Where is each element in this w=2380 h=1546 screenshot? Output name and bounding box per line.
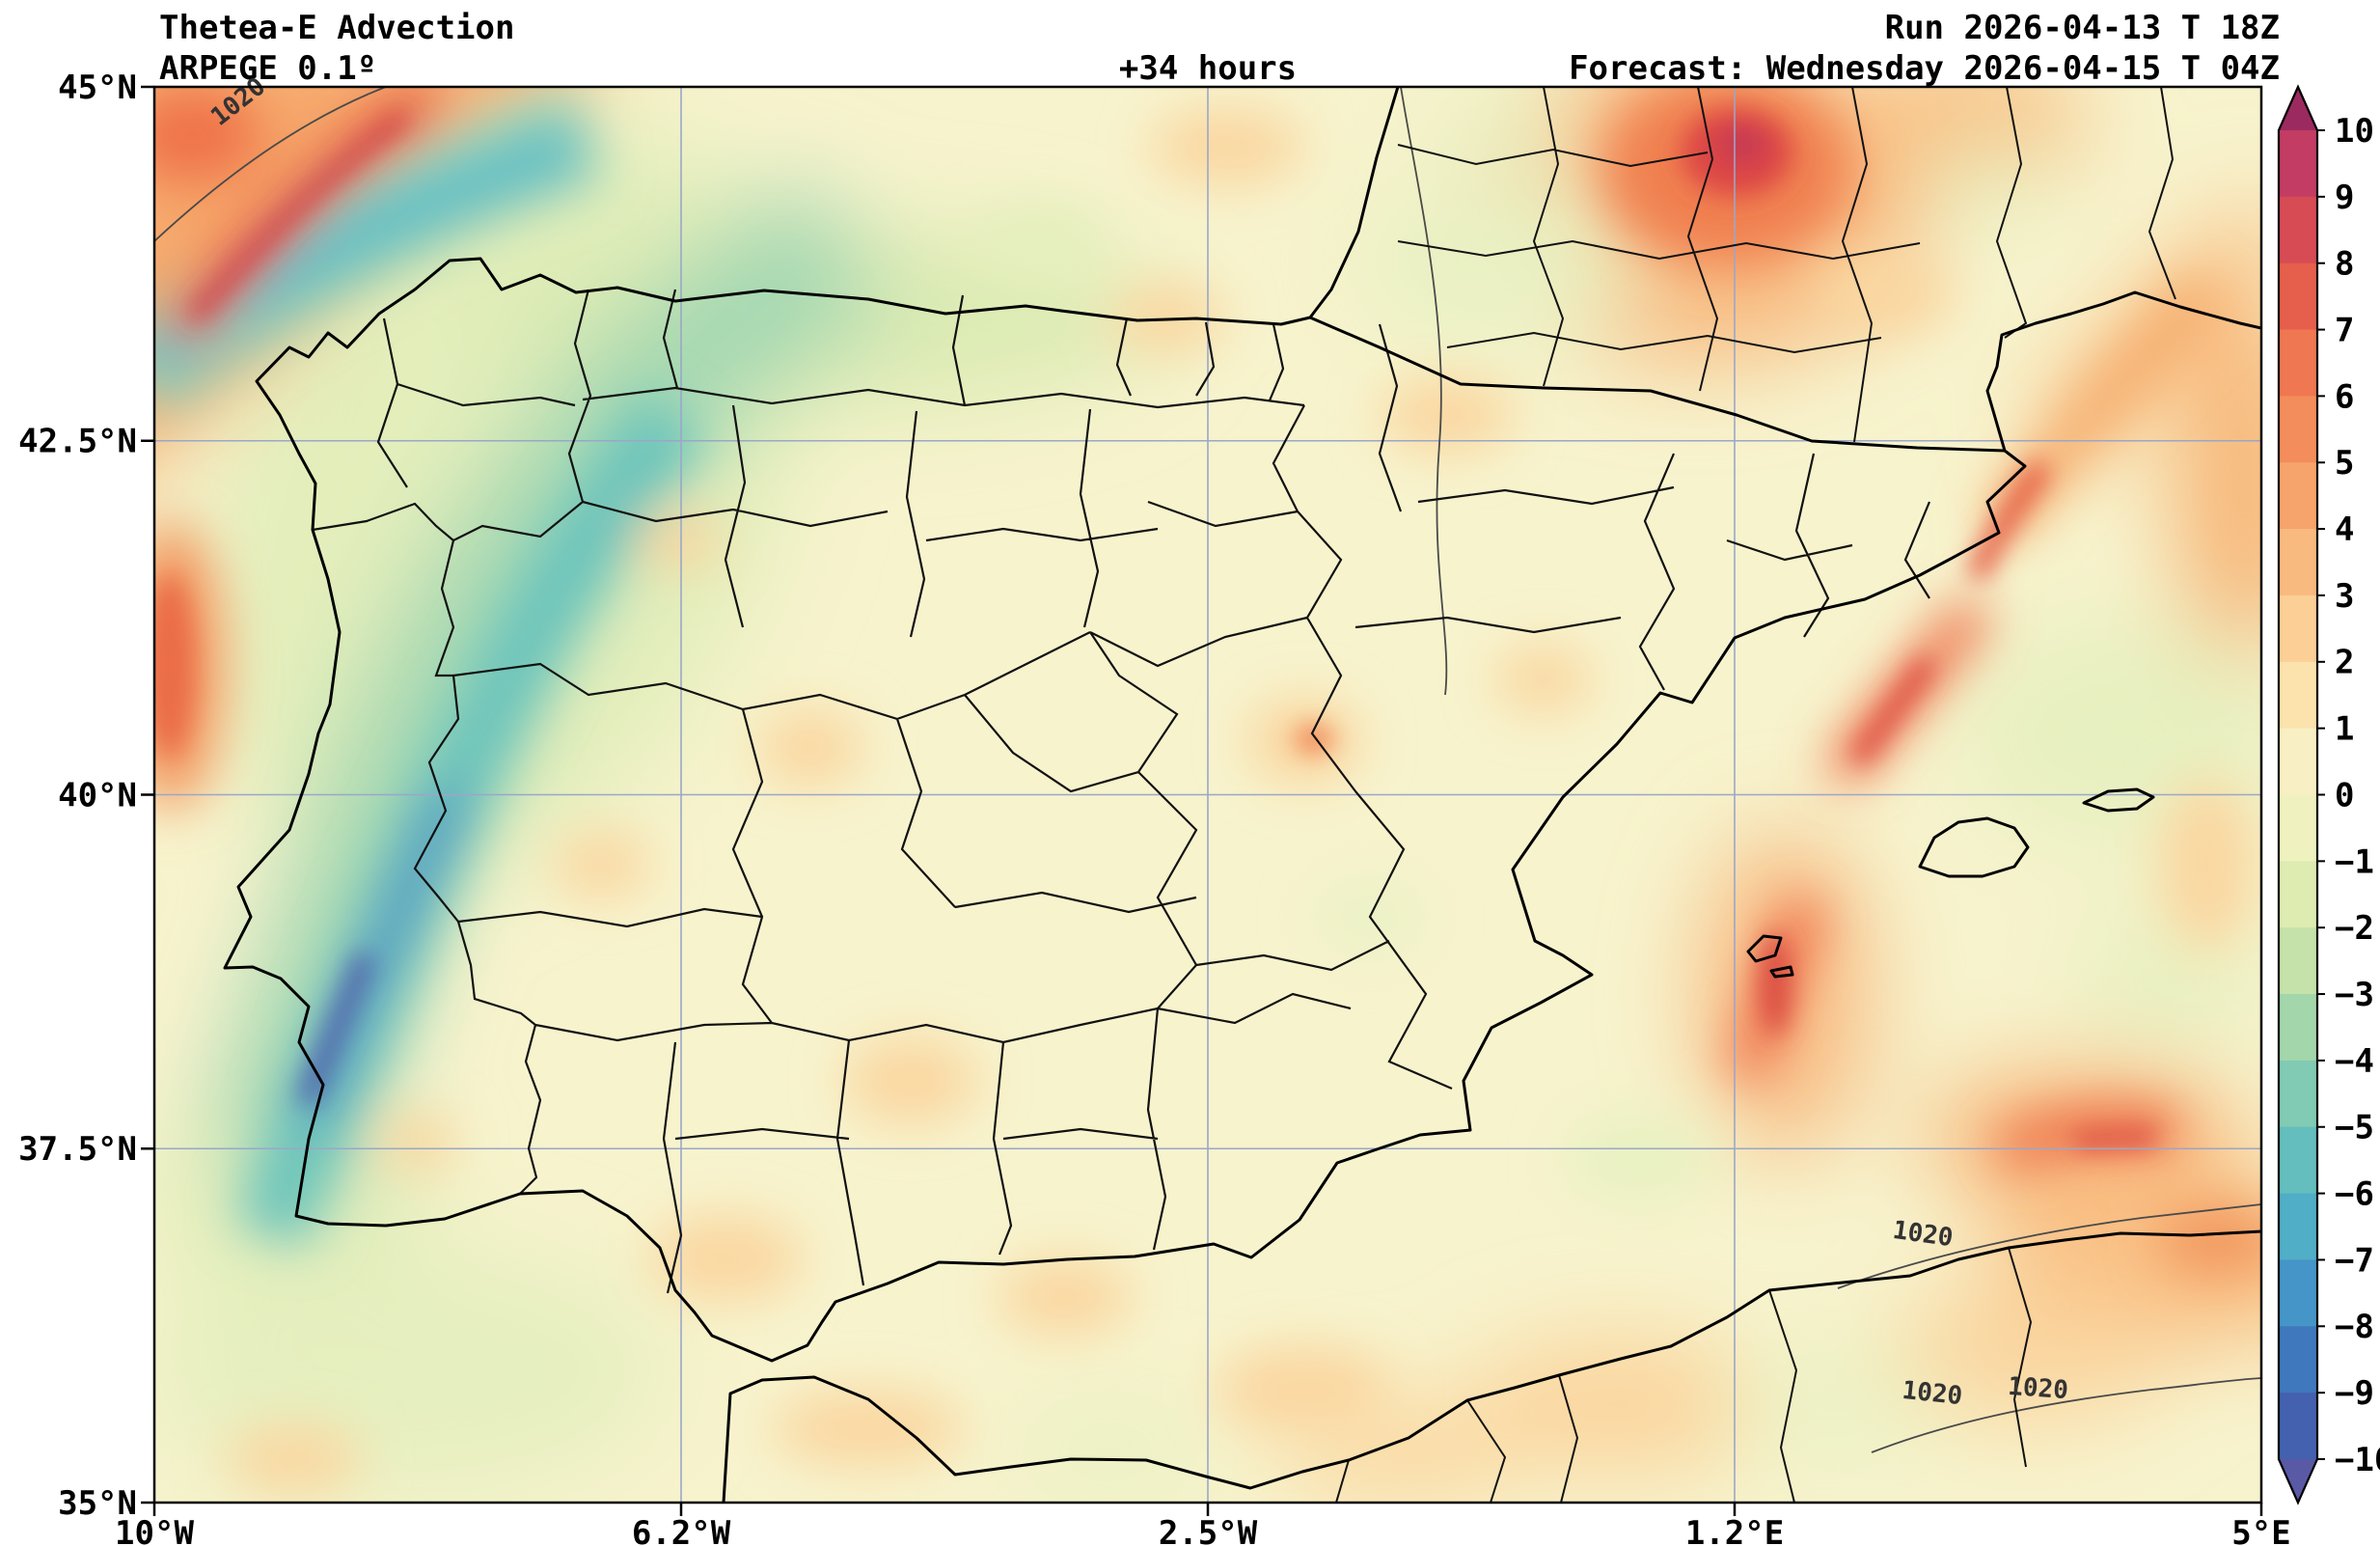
colorbar-tick-label: −3 xyxy=(2335,976,2374,1014)
colorbar-band xyxy=(2279,130,2317,198)
colorbar-band xyxy=(2279,861,2317,928)
province-boundaries xyxy=(312,289,1931,1294)
colorbar-band xyxy=(2279,1393,2317,1460)
colorbar-band xyxy=(2279,661,2317,730)
colorbar-tick-label: −9 xyxy=(2335,1374,2374,1413)
colorbar-tick-label: −7 xyxy=(2335,1241,2374,1280)
colorbar-tick-label: −5 xyxy=(2335,1109,2374,1147)
colorbar-band xyxy=(2279,396,2317,464)
y-axis-tick-label: 37.5°N xyxy=(18,1130,137,1169)
y-axis-tick-label: 40°N xyxy=(58,776,137,814)
model-label: ARPEGE 0.1º xyxy=(159,49,377,88)
graticule-gridlines xyxy=(154,87,2261,1503)
y-axis-tick-label: 35°N xyxy=(58,1484,137,1523)
x-axis-tick-label: 6.2°W xyxy=(632,1514,731,1546)
colorbar-tick-label: 5 xyxy=(2335,444,2354,483)
colorbar-tick-label: 10 xyxy=(2335,112,2374,151)
colorbar-tick-label: −2 xyxy=(2335,909,2374,948)
colorbar-under-arrow xyxy=(2279,1459,2317,1503)
colorbar-band xyxy=(2279,594,2317,663)
isobar-label: 1020 xyxy=(1901,1376,1963,1411)
field-mid-features xyxy=(154,87,2261,1493)
colorbar-tick-label: 9 xyxy=(2335,179,2354,217)
colorbar-tick-label: −4 xyxy=(2335,1042,2374,1081)
x-axis-tick-label: 5°E xyxy=(2231,1514,2290,1546)
colorbar-tick-label: 0 xyxy=(2335,776,2354,814)
colorbar-band xyxy=(2279,728,2317,796)
colorbar-band xyxy=(2279,794,2317,863)
colorbar-band xyxy=(2279,1193,2317,1261)
y-axis: 45°N 42.5°N 40°N 37.5°N 35°N xyxy=(18,69,154,1523)
boundary-layer xyxy=(223,87,2261,1503)
lead-time-label: +34 hours xyxy=(1118,49,1298,88)
colorbar-tick-label: −8 xyxy=(2335,1308,2374,1346)
africa-boundaries xyxy=(1335,1247,2033,1503)
colorbar-band xyxy=(2279,1126,2317,1195)
colorbar-tick-label: 8 xyxy=(2335,245,2354,284)
colorbar-band xyxy=(2279,196,2317,264)
colorbar-bands xyxy=(2279,130,2317,1460)
run-info-block: Run 2026-04-13 T 18Z Forecast: Wednesday … xyxy=(1569,8,2280,89)
colorbar-band xyxy=(2279,462,2317,530)
colorbar-band xyxy=(2279,994,2317,1062)
colorbar-tick-label: −10 xyxy=(2335,1441,2380,1479)
colorbar-band xyxy=(2279,529,2317,596)
isobar-label: 1020 xyxy=(2007,1372,2069,1405)
colorbar-band xyxy=(2279,1060,2317,1128)
colorbar-tick-label: 4 xyxy=(2335,511,2354,549)
page-title: Thetea-E Advection xyxy=(159,9,515,47)
colorbar-band xyxy=(2279,1259,2317,1328)
y-axis-tick-label: 42.5°N xyxy=(18,423,137,461)
colorbar-tick-label: 1 xyxy=(2335,710,2354,749)
figure-title-block: Thetea-E Advection ARPEGE 0.1º xyxy=(159,8,514,89)
colorbar-band xyxy=(2279,927,2317,995)
colorbar-band xyxy=(2279,329,2317,398)
isobar-contours xyxy=(154,87,2261,1453)
forecast-label: Forecast: Wednesday 2026-04-15 T 04Z xyxy=(1569,49,2280,88)
y-axis-tick-label: 45°N xyxy=(58,69,137,107)
colorbar-tick-label: 3 xyxy=(2335,577,2354,616)
colorbar-over-arrow xyxy=(2279,87,2317,130)
x-axis: 10°W 6.2°W 2.5°W 1.2°E 5°E xyxy=(115,1503,2291,1546)
x-axis-tick-label: 2.5°W xyxy=(1159,1514,1258,1546)
colorbar-tick-label: 6 xyxy=(2335,377,2354,416)
colorbar-tick-label: 7 xyxy=(2335,311,2354,349)
colorbar-band xyxy=(2279,262,2317,331)
coastline xyxy=(223,87,2261,1503)
france-department-boundaries xyxy=(1397,87,2176,443)
colorbar-tick-label: −1 xyxy=(2335,842,2374,881)
advection-field-layer xyxy=(154,87,2261,1503)
x-axis-tick-label: 1.2°E xyxy=(1685,1514,1784,1546)
colorbar-tick-label: −6 xyxy=(2335,1175,2374,1214)
colorbar-tick-label: 2 xyxy=(2335,644,2354,682)
colorbar-band xyxy=(2279,1326,2317,1394)
run-label: Run 2026-04-13 T 18Z xyxy=(1884,9,2280,47)
x-axis-tick-label: 10°W xyxy=(115,1514,194,1546)
